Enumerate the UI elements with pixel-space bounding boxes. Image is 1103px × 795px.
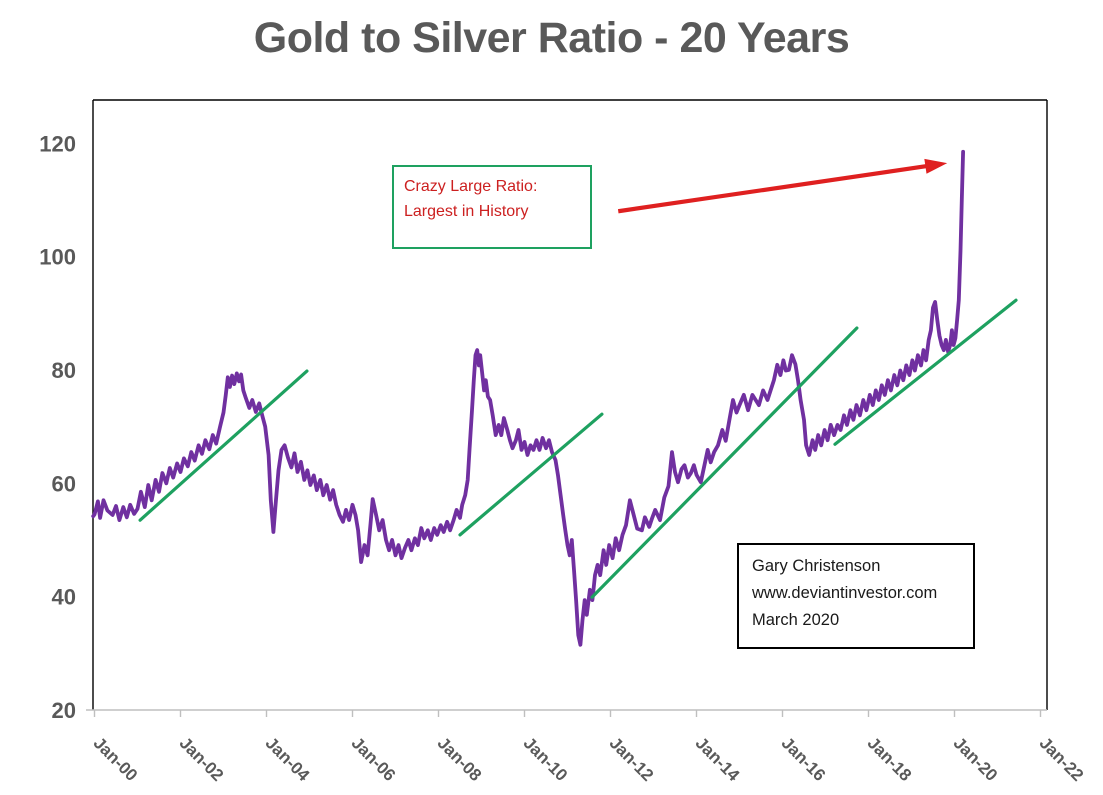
x-axis-label: Jan-22 (1036, 733, 1088, 785)
chart-title: Gold to Silver Ratio - 20 Years (253, 14, 850, 62)
x-axis-label: Jan-08 (434, 733, 486, 785)
x-axis-label: Jan-00 (90, 733, 142, 785)
x-axis-label: Jan-16 (778, 733, 830, 785)
callout-text-line2: Largest in History (404, 203, 529, 220)
credit-author: Gary Christenson (752, 557, 881, 575)
y-axis-label: 40 (52, 585, 76, 610)
credit-box: Gary Christenson www.deviantinvestor.com… (737, 543, 975, 649)
y-axis-label: 20 (52, 698, 76, 723)
x-axis-label: Jan-18 (864, 733, 916, 785)
y-axis-label: 120 (39, 131, 76, 156)
x-axis-label: Jan-02 (176, 733, 228, 785)
annotation-arrow-line (617, 163, 930, 214)
callout-text-line1: Crazy Large Ratio: (404, 178, 538, 195)
credit-website: www.deviantinvestor.com (752, 584, 938, 602)
x-axis-label: Jan-14 (692, 733, 744, 785)
credit-date: March 2020 (752, 611, 840, 629)
x-axis-label: Jan-06 (348, 733, 400, 785)
annotation-arrow-head (924, 158, 948, 174)
trendline-2 (458, 412, 604, 537)
y-axis-label: 100 (39, 245, 76, 270)
trendline-3 (590, 326, 859, 599)
trendline-4 (833, 298, 1018, 446)
x-axis-label: Jan-04 (262, 733, 314, 785)
x-axis-label: Jan-20 (950, 733, 1002, 785)
callout-box: Crazy Large Ratio: Largest in History (392, 165, 592, 249)
ratio-line (91, 149, 965, 647)
y-axis-label: 80 (52, 358, 76, 383)
x-axis-label: Jan-12 (606, 733, 658, 785)
x-axis-label: Jan-10 (520, 733, 572, 785)
y-axis-label: 60 (52, 471, 76, 496)
trendline-1 (138, 369, 309, 522)
